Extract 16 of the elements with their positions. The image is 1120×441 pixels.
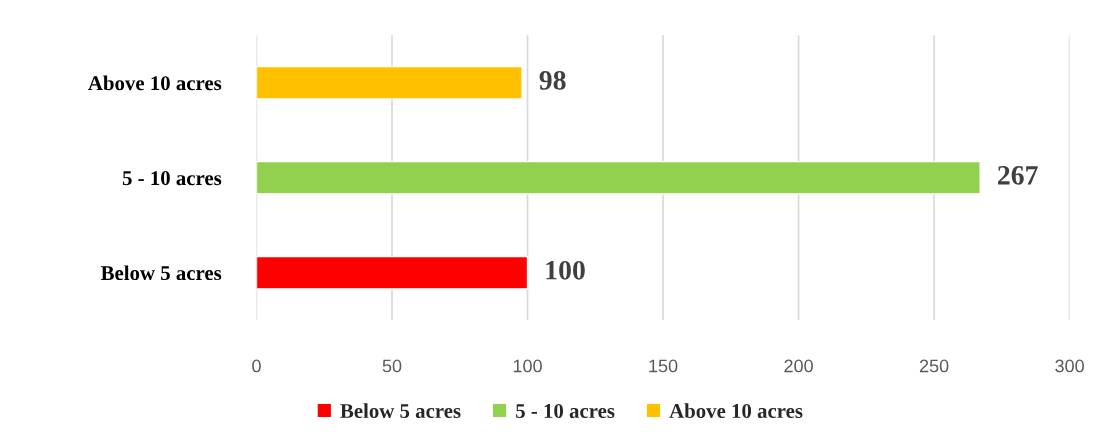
x-tick-label: 0 <box>252 359 261 373</box>
data-label: 100 <box>546 260 585 280</box>
y-tick-label: 5 - 10 acres <box>122 171 222 186</box>
y-tick-label: Below 5 acres <box>100 265 222 281</box>
legend-label: Above 10 acres <box>669 403 803 419</box>
x-tick-label: 50 <box>382 359 402 373</box>
x-tick-label: 300 <box>1055 359 1084 373</box>
x-tick-label: 200 <box>784 359 813 373</box>
y-tick-label: Above 10 acres <box>88 75 222 91</box>
x-tick-label: 250 <box>919 359 949 373</box>
data-label: 98 <box>539 70 566 90</box>
legend-label: Below 5 acres <box>340 403 461 419</box>
data-label: 267 <box>997 166 1038 185</box>
x-tick-label: 100 <box>513 359 542 373</box>
x-tick-label: 150 <box>649 359 678 373</box>
legend-label: 5 - 10 acres <box>516 403 615 419</box>
